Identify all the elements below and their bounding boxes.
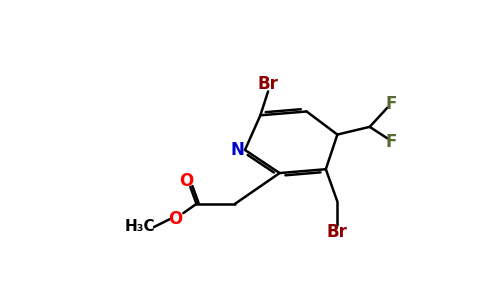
Text: N: N: [230, 141, 244, 159]
Text: F: F: [386, 133, 397, 151]
Text: H₃C: H₃C: [125, 220, 155, 235]
Text: F: F: [386, 95, 397, 113]
Text: Br: Br: [327, 223, 348, 241]
Text: O: O: [168, 210, 183, 228]
Text: Br: Br: [257, 75, 278, 93]
Text: O: O: [180, 172, 194, 190]
